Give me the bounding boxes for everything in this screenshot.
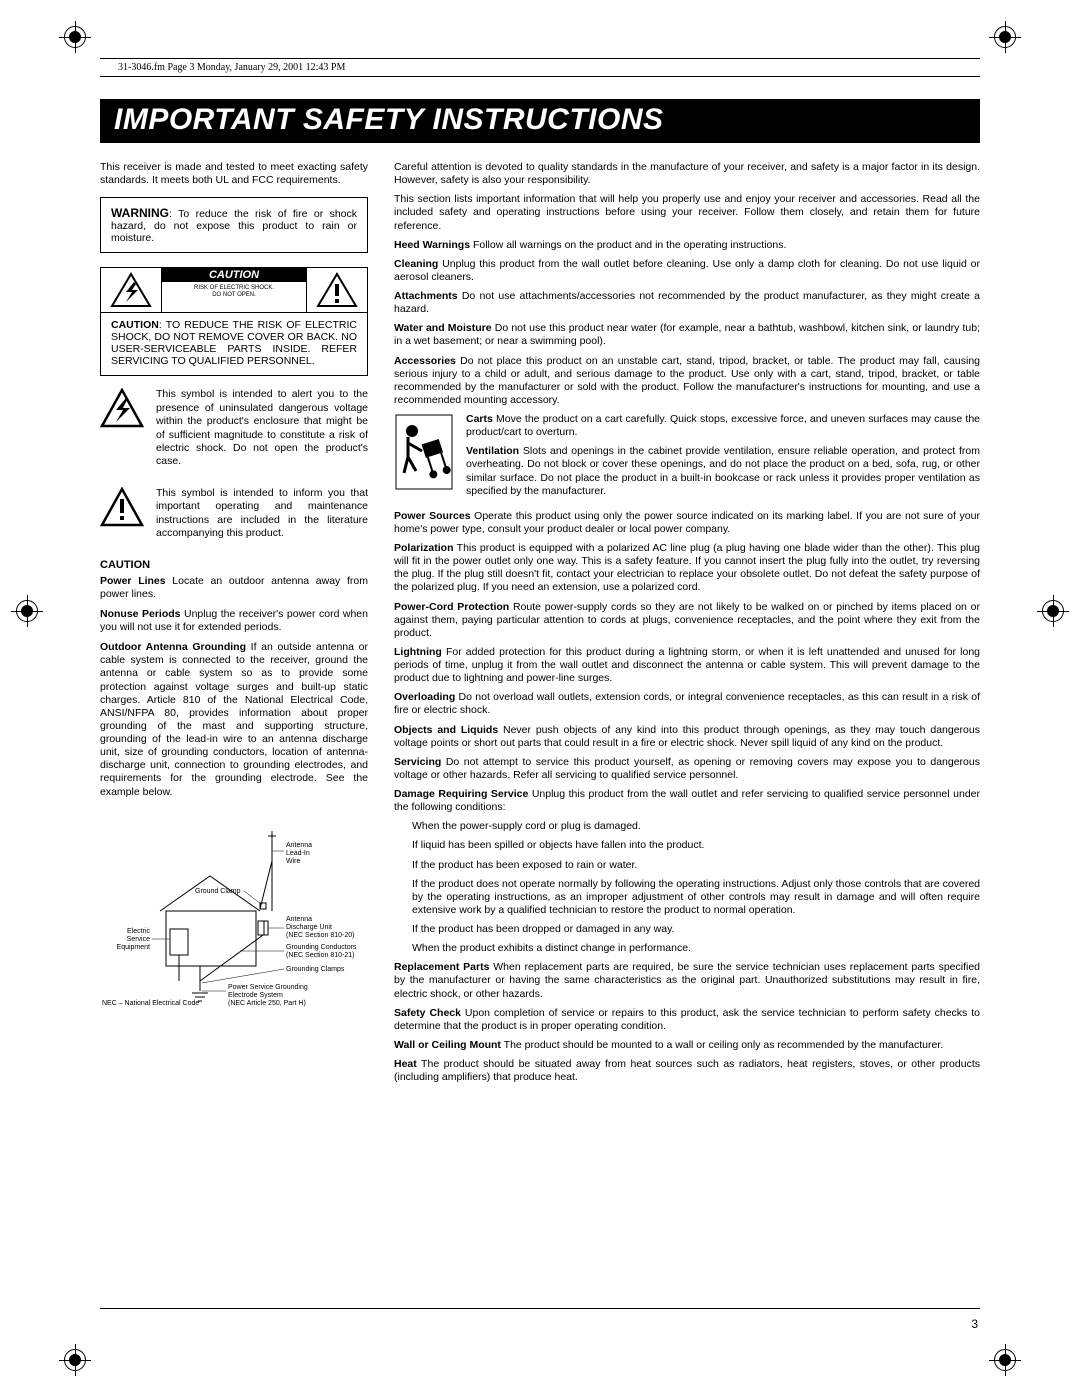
page-content: 31-3046.fm Page 3 Monday, January 29, 20… <box>100 58 980 1327</box>
svg-text:NEC – National Electrical Code: NEC – National Electrical Code <box>102 1000 199 1007</box>
caution-subtext: RISK OF ELECTRIC SHOCK. DO NOT OPEN. <box>162 282 306 301</box>
svg-text:Grounding Clamps: Grounding Clamps <box>286 966 345 973</box>
registration-mark <box>1042 600 1064 622</box>
registration-mark <box>994 1349 1016 1371</box>
grounding-para: Outdoor Antenna Grounding If an outside … <box>100 641 368 799</box>
page-title: IMPORTANT SAFETY INSTRUCTIONS <box>100 99 980 143</box>
caution-heading: CAUTION <box>100 559 368 571</box>
page-footer-rule <box>100 1308 980 1309</box>
svg-text:Service: Service <box>127 936 150 943</box>
water-item: Water and Moisture Do not use this produ… <box>394 322 980 348</box>
list-item: If liquid has been spilled or objects ha… <box>412 839 980 852</box>
svg-text:Wire: Wire <box>286 858 300 865</box>
wall-item: Wall or Ceiling Mount The product should… <box>394 1039 980 1052</box>
right-intro2: This section lists important information… <box>394 193 980 232</box>
diag-label: Antenna <box>286 842 312 849</box>
registration-mark <box>64 1349 86 1371</box>
svg-text:Ground Clamp: Ground Clamp <box>195 888 241 895</box>
carts-item: Carts Move the product on a cart careful… <box>466 413 980 439</box>
two-column-layout: This receiver is made and tested to meet… <box>100 161 980 1090</box>
svg-text:Equipment: Equipment <box>117 944 151 951</box>
exclamation-triangle-icon <box>316 272 358 308</box>
dmg-item: Damage Requiring Service Unplug this pro… <box>394 788 980 814</box>
damage-condition-list: When the power-supply cord or plug is da… <box>412 820 980 955</box>
warning-callout: WARNING: To reduce the risk of fire or s… <box>100 197 368 253</box>
svg-text:Discharge Unit: Discharge Unit <box>286 924 332 931</box>
serv-item: Servicing Do not attempt to service this… <box>394 756 980 782</box>
right-column: Careful attention is devoted to quality … <box>394 161 980 1090</box>
power-lines-para: Power Lines Locate an outdoor antenna aw… <box>100 575 368 601</box>
symbol-explain-excl: This symbol is intended to inform you th… <box>100 487 368 541</box>
intro-text: This receiver is made and tested to meet… <box>100 161 368 187</box>
list-item: When the power-supply cord or plug is da… <box>412 820 980 833</box>
registration-mark <box>64 26 86 48</box>
heed-item: Heed Warnings Follow all warnings on the… <box>394 239 980 252</box>
bolt-triangle-icon <box>100 388 144 428</box>
registration-mark <box>994 26 1016 48</box>
exclamation-triangle-icon <box>100 487 144 527</box>
caution-body: CAUTION: TO REDUCE THE RISK OF ELECTRIC … <box>101 313 367 375</box>
symbol-bolt-text: This symbol is intended to alert you to … <box>156 388 368 469</box>
caution-callout: CAUTION RISK OF ELECTRIC SHOCK. DO NOT O… <box>100 267 368 376</box>
list-item: If the product has been exposed to rain … <box>412 859 980 872</box>
cart-tip-icon <box>394 413 454 504</box>
svg-text:Electric: Electric <box>127 928 150 935</box>
symbol-excl-text: This symbol is intended to inform you th… <box>156 487 368 541</box>
bolt-triangle-icon <box>110 272 152 308</box>
clean-item: Cleaning Unplug this product from the wa… <box>394 258 980 284</box>
svg-text:Lead-In: Lead-In <box>286 850 310 857</box>
grounding-diagram: Antenna Lead-In Wire Ground Clamp Antenn… <box>100 821 368 1021</box>
safe-item: Safety Check Upon completion of service … <box>394 1007 980 1033</box>
polar-item: Polarization This product is equipped wi… <box>394 542 980 595</box>
svg-text:(NEC Section 810-20): (NEC Section 810-20) <box>286 932 354 939</box>
over-item: Overloading Do not overload wall outlets… <box>394 691 980 717</box>
rep-item: Replacement Parts When replacement parts… <box>394 961 980 1000</box>
svg-text:(NEC Section 810-21): (NEC Section 810-21) <box>286 952 354 959</box>
vent-item: Ventilation Slots and openings in the ca… <box>466 445 980 498</box>
framemaker-header: 31-3046.fm Page 3 Monday, January 29, 20… <box>100 58 980 77</box>
list-item: If the product does not operate normally… <box>412 878 980 917</box>
power-item: Power Sources Operate this product using… <box>394 510 980 536</box>
heat-item: Heat The product should be situated away… <box>394 1058 980 1084</box>
caution-header: CAUTION <box>162 268 306 282</box>
obj-item: Objects and Liquids Never push objects o… <box>394 724 980 750</box>
svg-text:(NEC Article 250, Part H): (NEC Article 250, Part H) <box>228 1000 306 1007</box>
list-item: When the product exhibits a distinct cha… <box>412 942 980 955</box>
nonuse-para: Nonuse Periods Unplug the receiver's pow… <box>100 608 368 634</box>
page-number: 3 <box>971 1317 978 1331</box>
acc-item: Accessories Do not place this product on… <box>394 355 980 408</box>
symbol-explain-bolt: This symbol is intended to alert you to … <box>100 388 368 469</box>
list-item: If the product has been dropped or damag… <box>412 923 980 936</box>
warning-label: WARNING <box>111 206 169 220</box>
right-intro1: Careful attention is devoted to quality … <box>394 161 980 187</box>
left-column: This receiver is made and tested to meet… <box>100 161 368 1090</box>
registration-mark <box>16 600 38 622</box>
attach-item: Attachments Do not use attachments/acces… <box>394 290 980 316</box>
svg-text:Grounding Conductors: Grounding Conductors <box>286 944 357 951</box>
svg-text:Power Service Grounding: Power Service Grounding <box>228 984 308 991</box>
light-item: Lightning For added protection for this … <box>394 646 980 685</box>
svg-text:Electrode System: Electrode System <box>228 992 283 999</box>
cart-section: Carts Move the product on a cart careful… <box>394 413 980 504</box>
svg-text:Antenna: Antenna <box>286 916 312 923</box>
cord-item: Power-Cord Protection Route power-supply… <box>394 601 980 640</box>
